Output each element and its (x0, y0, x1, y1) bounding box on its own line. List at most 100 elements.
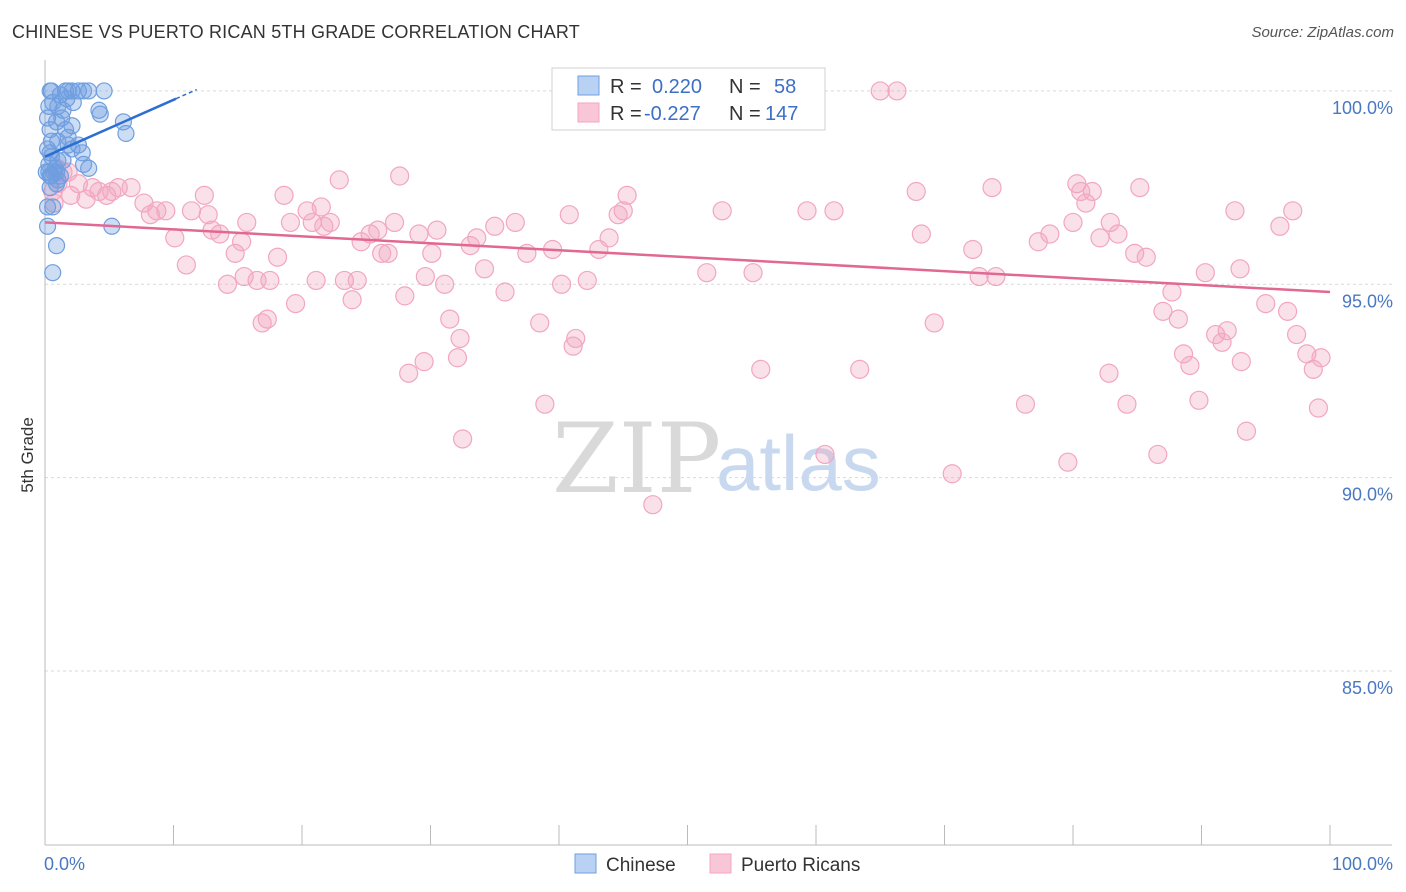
puerto-point-85 (608, 205, 628, 225)
puerto-point-84 (599, 228, 619, 248)
puerto-point-59 (409, 224, 429, 244)
puerto-point-20 (176, 255, 196, 275)
puerto-point-148 (1311, 348, 1331, 368)
puerto-point-25 (210, 224, 230, 244)
puerto-point-113 (1028, 232, 1048, 252)
puerto-point-87 (617, 185, 637, 205)
puerto-point-111 (986, 266, 1006, 287)
puerto-point-38 (285, 294, 306, 314)
puerto-point-22 (194, 185, 214, 205)
puerto-point-61 (422, 243, 442, 263)
watermark-atlas: atlas (716, 419, 881, 507)
puerto-point-67 (453, 429, 473, 449)
puerto-point-52 (372, 243, 392, 263)
puerto-point-138 (1212, 332, 1232, 352)
puerto-point-58 (414, 352, 434, 372)
puerto-point-41 (306, 270, 326, 291)
puerto-point-39 (297, 201, 317, 221)
puerto-point-123 (1100, 212, 1120, 233)
puerto-point-128 (1136, 247, 1156, 267)
puerto-point-149 (1225, 201, 1245, 221)
puerto-point-126 (1125, 243, 1145, 263)
chinese-point-7 (74, 82, 93, 100)
puerto-trend-line (44, 221, 1331, 294)
puerto-rican-points (43, 81, 1331, 515)
puerto-point-120 (1082, 181, 1102, 202)
puerto-point-96 (751, 359, 771, 379)
puerto-point-146 (1303, 359, 1323, 379)
puerto-point-112 (1015, 394, 1036, 414)
puerto-point-99 (815, 444, 835, 465)
puerto-point-100 (824, 201, 844, 221)
puerto-point-122 (1099, 363, 1119, 383)
puerto-point-54 (384, 212, 405, 233)
puerto-point-3 (61, 185, 81, 205)
x-tick-label-0: 0.0% (44, 854, 85, 874)
legend-chinese-r-value: 0.220 (652, 76, 702, 98)
bottom-legend-chinese-swatch (574, 853, 597, 874)
puerto-point-121 (1090, 228, 1110, 248)
y-tick-label-0: 100.0% (1332, 98, 1393, 118)
chinese-point-49 (47, 237, 66, 255)
puerto-point-63 (435, 274, 455, 294)
puerto-point-116 (1063, 212, 1083, 233)
puerto-point-69 (467, 228, 487, 248)
puerto-point-26 (217, 274, 238, 294)
puerto-point-144 (1286, 324, 1307, 345)
puerto-point-114 (1040, 224, 1060, 244)
puerto-point-79 (559, 205, 579, 225)
chinese-point-50 (44, 264, 62, 282)
puerto-point-18 (156, 201, 176, 221)
puerto-point-66 (450, 328, 470, 349)
legend-puerto-r-value: -0.227 (644, 103, 701, 125)
y-axis-label: 5th Grade (18, 417, 37, 493)
puerto-point-107 (942, 464, 962, 484)
legend-chinese-n-value: 58 (774, 76, 796, 98)
puerto-point-102 (870, 81, 890, 101)
puerto-point-89 (643, 495, 663, 515)
puerto-point-32 (252, 313, 272, 333)
y-tick-labels: 100.0% 95.0% 90.0% 85.0% (1332, 98, 1393, 698)
puerto-point-134 (1180, 355, 1200, 376)
gridlines (45, 90, 1392, 672)
puerto-point-53 (378, 243, 398, 263)
puerto-point-36 (274, 185, 294, 205)
puerto-point-133 (1173, 344, 1194, 364)
puerto-point-56 (395, 286, 415, 306)
axes (44, 60, 1392, 846)
chinese-point-54 (47, 163, 66, 181)
puerto-point-48 (347, 270, 367, 291)
puerto-point-136 (1195, 263, 1215, 283)
puerto-point-129 (1148, 444, 1168, 465)
puerto-point-118 (1071, 181, 1091, 202)
watermark-zip: ZIP (552, 403, 721, 515)
chinese-trend-line (44, 97, 177, 158)
puerto-point-60 (415, 266, 435, 287)
chinese-point-46 (38, 198, 57, 216)
puerto-point-135 (1189, 390, 1209, 410)
chinese-point-8 (80, 82, 98, 100)
puerto-point-98 (797, 201, 817, 221)
puerto-point-72 (495, 282, 515, 302)
legend: R = 0.220 N = 58 R = -0.227 N = 147 (551, 67, 826, 131)
puerto-point-42 (311, 197, 331, 217)
puerto-point-47 (342, 290, 362, 310)
puerto-point-57 (399, 363, 419, 383)
bottom-legend-puerto: Puerto Ricans (741, 855, 860, 876)
legend-puerto-n-label: N = (729, 103, 761, 125)
puerto-point-28 (232, 232, 252, 252)
puerto-point-8 (97, 185, 117, 205)
puerto-point-152 (1283, 201, 1303, 221)
watermark: ZIP atlas (552, 403, 881, 515)
puerto-point-106 (924, 313, 944, 333)
puerto-point-95 (743, 263, 763, 283)
puerto-point-78 (551, 274, 572, 294)
puerto-point-115 (1058, 452, 1078, 472)
puerto-point-35 (267, 247, 288, 267)
puerto-point-64 (440, 309, 460, 329)
puerto-point-124 (1108, 224, 1128, 244)
puerto-point-109 (969, 266, 989, 287)
puerto-point-150 (1230, 259, 1250, 279)
puerto-point-125 (1117, 394, 1137, 414)
